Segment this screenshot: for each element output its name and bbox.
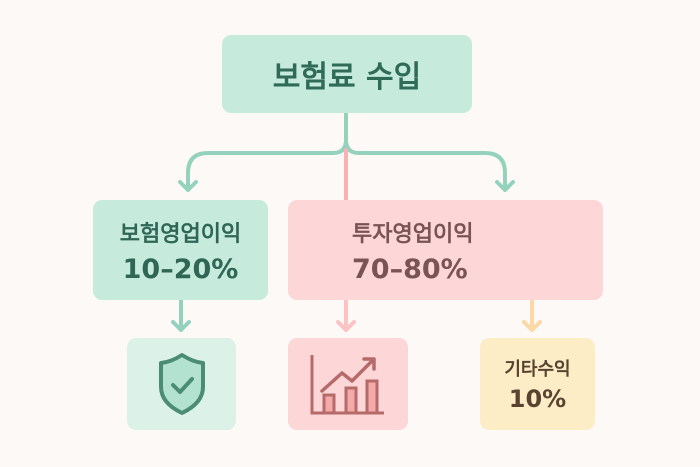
shield-box [127,338,236,430]
premium-income-box: 보험료 수입 [222,35,472,113]
other-income-value: 10% [508,385,567,413]
other-income-box: 기타수익 10% [480,338,595,430]
chart-box [288,338,408,430]
connector-to-other [344,138,515,192]
arrow-to-shield [171,298,191,332]
investment-profit-value: 70–80% [352,253,468,285]
bar-chart-trend-up-icon [310,355,384,415]
investment-profit-label: 투자영업이익 [352,221,474,247]
investment-profit-box: 투자영업이익 70–80% [288,200,603,300]
insurance-profit-label: 보험영업이익 [119,221,242,247]
arrow-to-other [522,298,542,332]
other-income-label: 기타수익 [504,359,571,380]
insurance-profit-value: 10–20% [122,253,239,285]
insurance-profit-box: 보험영업이익 10–20% [93,200,268,300]
connector-to-insurance [178,111,348,192]
shield-check-icon [158,353,205,415]
arrow-to-chart [336,298,356,332]
title-text: 보험료 수입 [272,60,422,95]
